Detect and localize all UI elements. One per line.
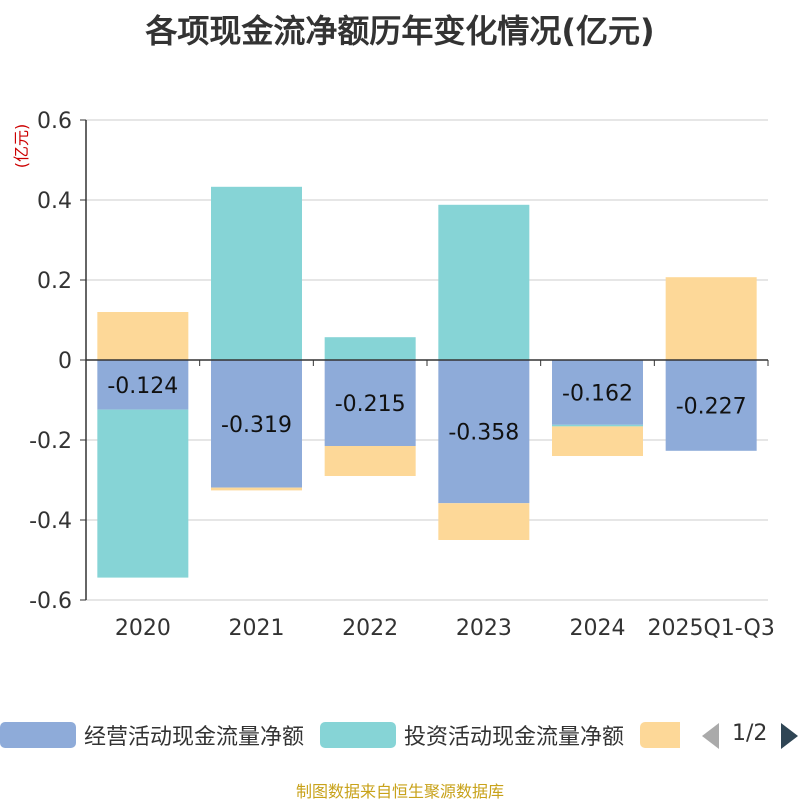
x-tick-label: 2020 bbox=[115, 616, 171, 641]
bar-series3-2020[interactable] bbox=[97, 312, 189, 360]
y-tick-label: -0.4 bbox=[29, 509, 72, 534]
triangle-right-icon[interactable] bbox=[781, 723, 798, 749]
bar-series1-2020[interactable] bbox=[97, 360, 189, 410]
bar-series2-2024[interactable] bbox=[552, 424, 643, 427]
bar-series3-2023[interactable] bbox=[438, 503, 530, 540]
y-tick-label: 0.4 bbox=[37, 189, 72, 214]
data-label: -0.358 bbox=[448, 421, 519, 446]
source-note: 制图数据来自恒生聚源数据库 bbox=[295, 782, 504, 801]
y-tick-label: -0.6 bbox=[29, 589, 72, 614]
legend-swatch-third-series bbox=[640, 722, 680, 748]
bar-series1-2022[interactable] bbox=[324, 360, 416, 446]
bar-series1-2024[interactable] bbox=[552, 360, 643, 425]
chart-canvas: 0.6 0.4 0.2 0 -0.2 -0.4 -0.6 (亿元) -0.124 -0.319 -0… bbox=[12, 109, 775, 641]
bar-series2-2021[interactable] bbox=[211, 186, 302, 360]
legend-item-third-series[interactable] bbox=[640, 715, 680, 755]
y-axis-label: (亿元) bbox=[12, 124, 31, 169]
x-tick-label: 2024 bbox=[570, 616, 626, 641]
legend-label-operating: 经营活动现金流量净额 bbox=[84, 725, 305, 750]
legend: 经营活动现金流量净额 投资活动现金流量净额 1/2 bbox=[0, 715, 800, 755]
legend-item-operating[interactable]: 经营活动现金流量净额 bbox=[0, 715, 304, 755]
data-label: -0.124 bbox=[107, 374, 178, 399]
y-tick-label: 0 bbox=[58, 349, 72, 374]
data-label: -0.162 bbox=[562, 381, 633, 406]
triangle-left-icon[interactable] bbox=[702, 723, 719, 749]
chart-title: 各项现金流净额历年变化情况(亿元) bbox=[145, 12, 655, 50]
legend-pager: 1/2 bbox=[700, 715, 800, 755]
legend-swatch-investing bbox=[320, 722, 396, 748]
bar-series1-2021[interactable] bbox=[211, 360, 302, 488]
x-tick-label: 2022 bbox=[342, 616, 398, 641]
bar-series3-2025Q1-Q3[interactable] bbox=[665, 277, 757, 360]
legend-page-indicator: 1/2 bbox=[732, 721, 768, 746]
x-tick-label: 2021 bbox=[229, 616, 285, 641]
legend-label-investing: 投资活动现金流量净额 bbox=[404, 725, 625, 750]
data-label: -0.319 bbox=[221, 413, 292, 438]
bar-series1-2025Q1-Q3[interactable] bbox=[665, 360, 757, 451]
bar-series2-2022[interactable] bbox=[324, 337, 416, 360]
x-tick-label: 2025Q1-Q3 bbox=[647, 616, 774, 641]
y-tick-label: 0.6 bbox=[37, 109, 72, 134]
x-tick-label: 2023 bbox=[456, 616, 512, 641]
data-label: -0.215 bbox=[335, 392, 406, 417]
bar-series3-2024[interactable] bbox=[552, 426, 643, 456]
legend-swatch-operating bbox=[0, 722, 76, 748]
bar-series2-2023[interactable] bbox=[438, 204, 530, 360]
y-tick-label: -0.2 bbox=[29, 429, 72, 454]
y-tick-label: 0.2 bbox=[37, 269, 72, 294]
bar-series1-2023[interactable] bbox=[438, 360, 530, 504]
data-label: -0.227 bbox=[676, 394, 747, 419]
bar-series3-2022[interactable] bbox=[324, 446, 416, 476]
legend-item-investing[interactable]: 投资活动现金流量净额 bbox=[320, 715, 624, 755]
bar-series3-2021[interactable] bbox=[211, 487, 302, 491]
bar-series2-2020[interactable] bbox=[97, 409, 189, 578]
